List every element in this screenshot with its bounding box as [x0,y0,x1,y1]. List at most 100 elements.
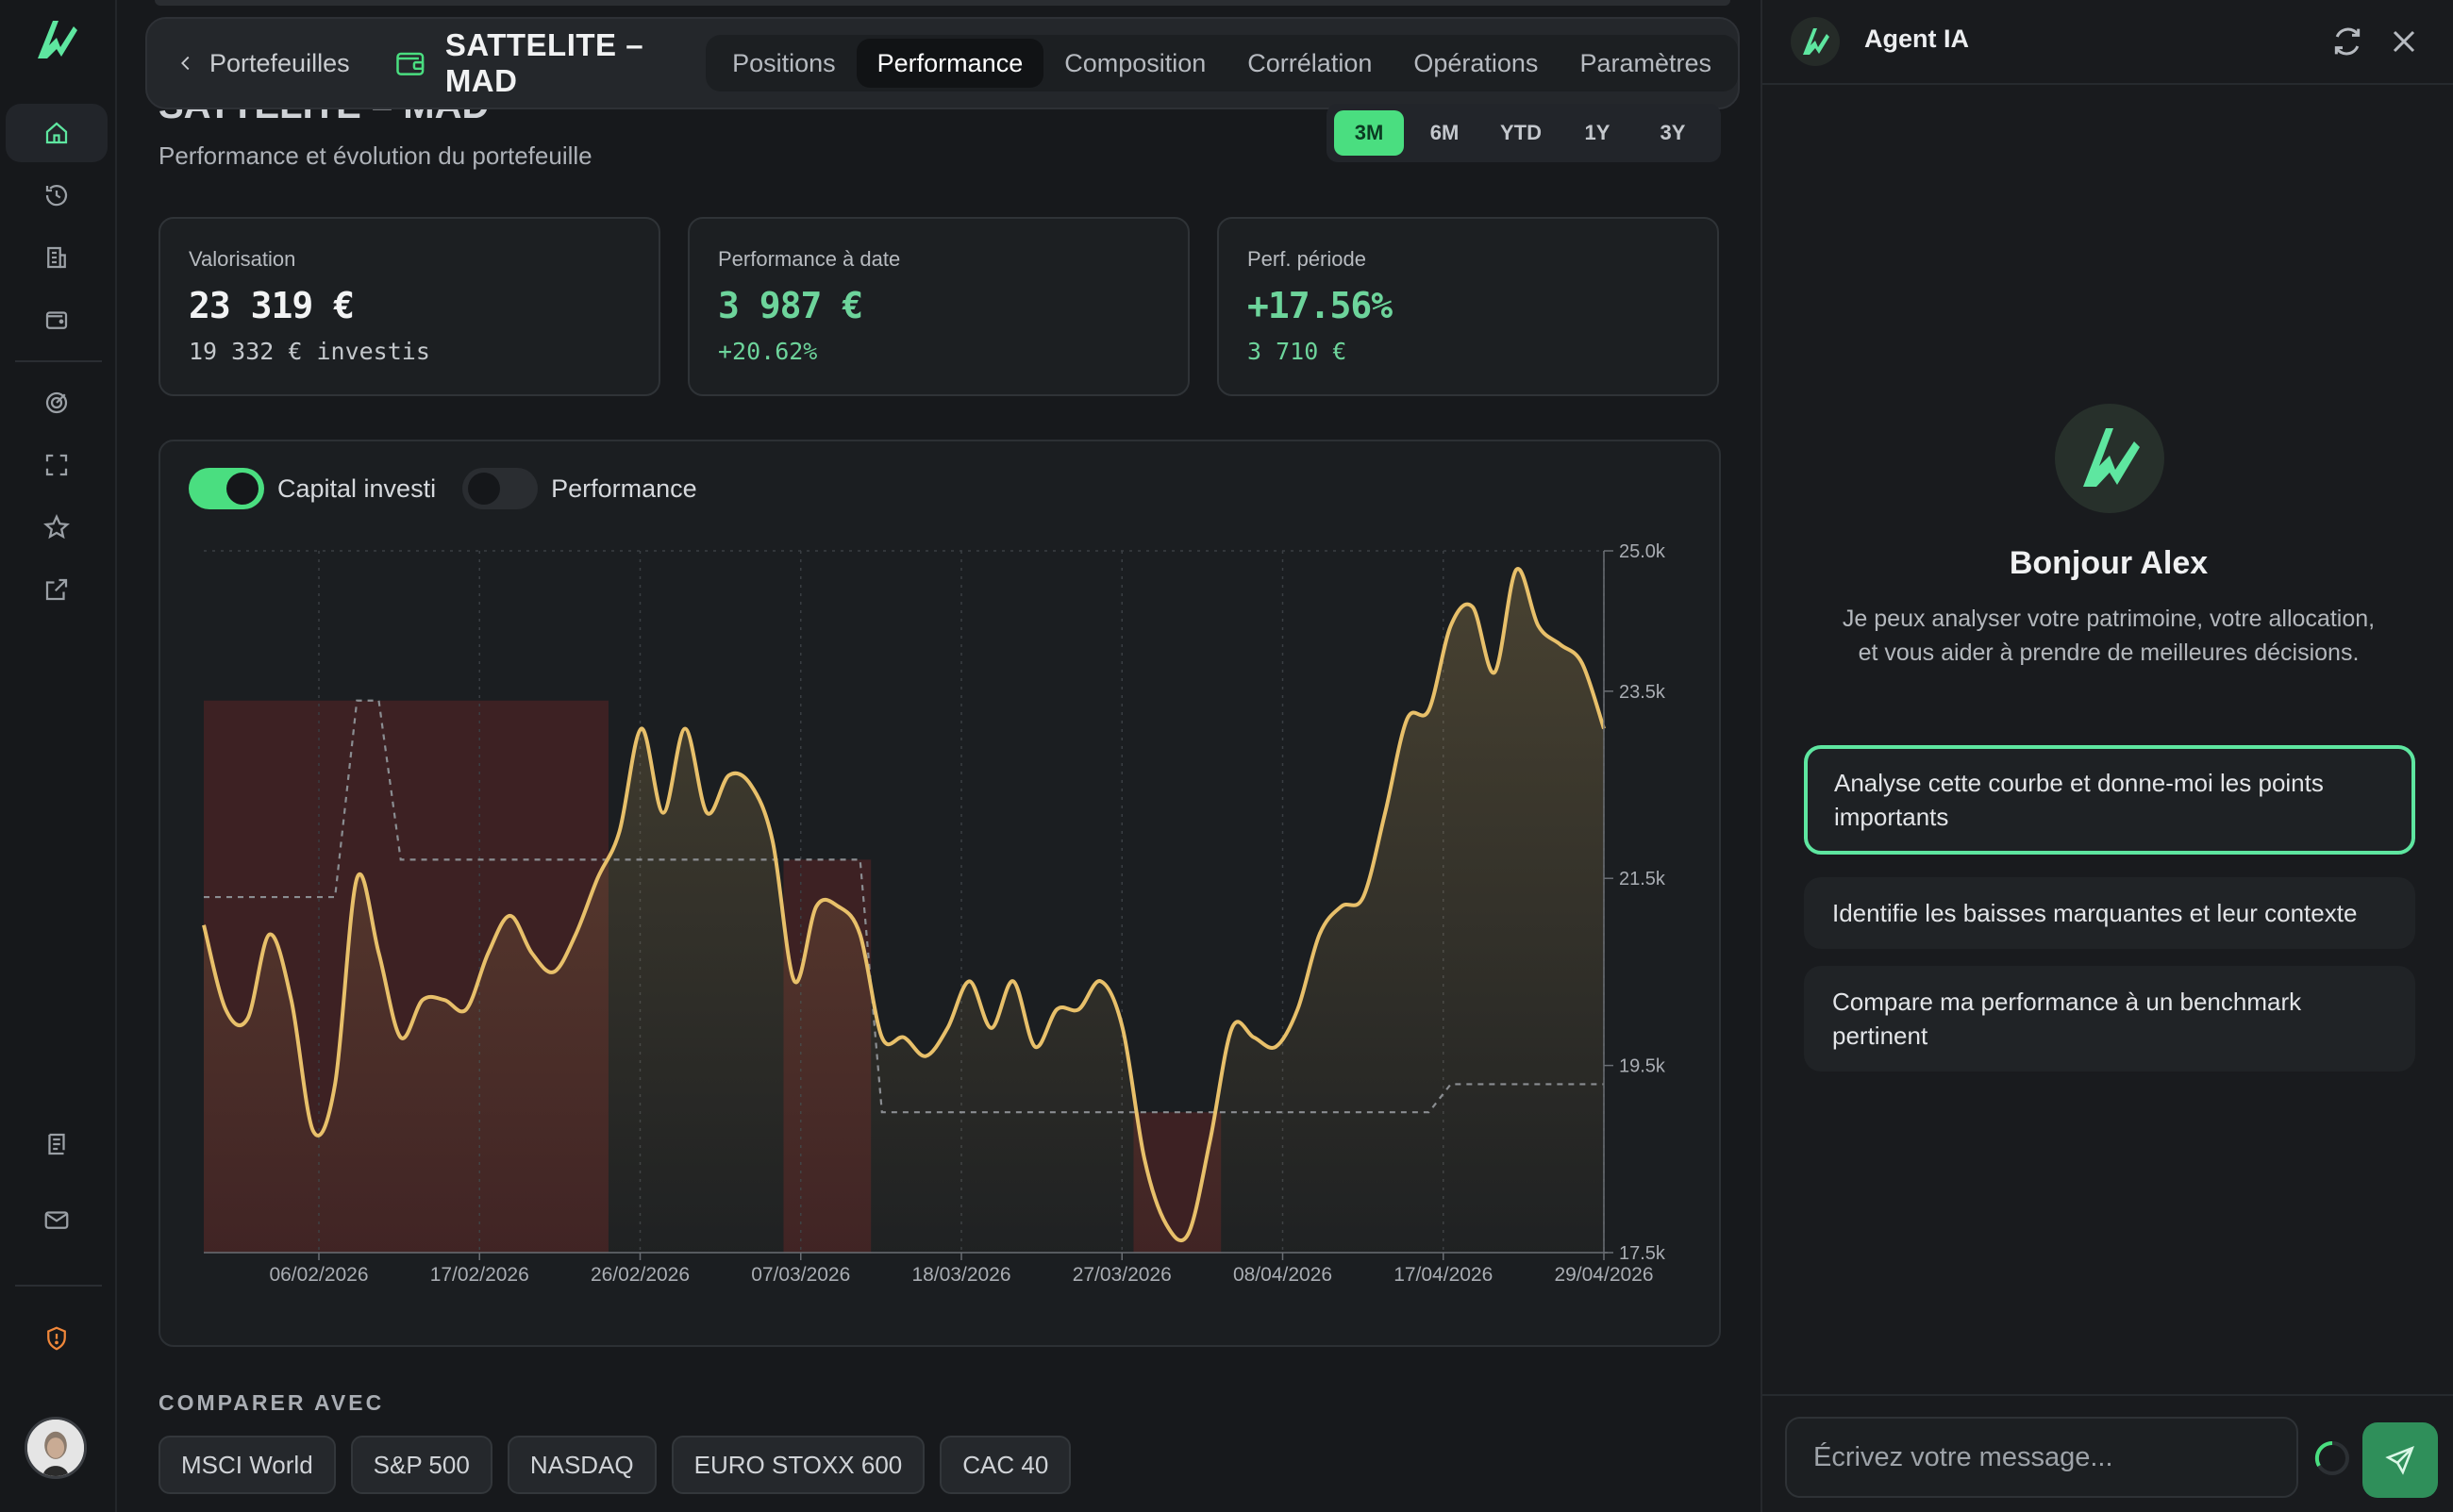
period-3y[interactable]: 3Y [1660,121,1686,144]
y-tick-label: 21.5k [1619,869,1666,889]
suggestion-compare-benchmark[interactable]: Compare ma performance à un benchmark pe… [1804,966,2415,1072]
y-tick-label: 17.5k [1619,1243,1666,1264]
capital-invested-label: Capital investi [277,474,437,503]
wallet-icon [45,311,68,329]
period-selector: 3M 6M YTD 1Y 3Y [1327,104,1721,162]
avatar[interactable] [25,1417,87,1479]
benchmark-chips: MSCI World S&P 500 NASDAQ EURO STOXX 600… [159,1436,1072,1494]
sidebar-item-mail[interactable] [6,1190,108,1249]
top-strip [155,0,1730,6]
x-tick-label: 07/03/2026 [751,1264,850,1286]
main-content: SATTELITE – MAD Performance et évolution… [117,0,1760,1512]
x-tick-label: 17/04/2026 [1393,1264,1493,1286]
back-to-portfolios-link[interactable]: Portefeuilles [175,49,350,78]
sidebar-item-goals[interactable] [6,374,108,432]
sidebar-item-buildings[interactable] [6,228,108,287]
agent-logo-icon [2083,428,2140,487]
x-tick-label: 27/03/2026 [1073,1264,1172,1286]
performance-chart-card: 25.0k 23.5k 21.5k 19.5k 17.5k 06/02/2026 17/02… [159,440,1721,1347]
mail-icon [44,1211,69,1229]
history-icon [45,185,68,207]
card-sub: 19 332 € investis [189,338,430,365]
tab-positions[interactable]: Positions [732,49,836,77]
compare-title: COMPARER AVEC [159,1390,385,1415]
external-link-icon [45,578,68,601]
agent-greeting: Bonjour Alex [2009,545,2209,581]
card-label: Valorisation [189,247,296,271]
sidebar-item-home[interactable] [6,104,108,162]
building-icon [47,246,66,269]
suggestion-identify-drops[interactable]: Identifie les baisses marquantes et leur… [1804,877,2415,949]
suggestion-analyze-curve[interactable]: Analyse cette courbe et donne-moi les po… [1804,745,2415,855]
portfolio-name: SATTELITE – MAD [444,27,644,98]
performance-area [204,568,1604,1253]
sidebar-item-wallet[interactable] [6,291,108,349]
capital-invested-line [204,699,1604,1114]
sidebar-divider [15,1285,102,1287]
tab-performance[interactable]: Performance [856,39,1044,88]
sidebar-item-history[interactable] [6,166,108,224]
card-value: 3 987 € [718,285,863,326]
agent-panel: Agent IA Bonjour Alex Je peux analyser v… [1760,0,2453,1512]
valuation-line [202,567,1606,1243]
period-1y[interactable]: 1Y [1584,121,1610,144]
x-tick-label: 18/03/2026 [911,1264,1010,1286]
agent-logo-icon [1803,28,1829,55]
loading-spinner-icon [2314,1440,2349,1475]
sidebar-divider [15,360,102,362]
sidebar-item-external[interactable] [6,560,108,619]
tab-settings[interactable]: Paramètres [1579,49,1711,77]
close-icon[interactable] [2385,23,2423,60]
tab-operations[interactable]: Opérations [1413,49,1539,77]
portfolio-tabs: Positions Performance Composition Corrél… [706,35,1738,91]
card-sub: 3 710 € [1247,338,1347,365]
star-icon [43,514,70,540]
target-icon [45,391,68,414]
card-value: +17.56% [1247,285,1393,326]
page-subtitle: Performance et évolution du portefeuille [159,141,592,170]
sidebar-item-scan[interactable] [6,436,108,494]
benchmark-chip[interactable]: MSCI World [159,1436,336,1494]
card-sub: +20.62% [718,338,818,365]
agent-intro: Je peux analyser votre patrimoine, votre… [1842,606,2376,666]
chart-toggles: Capital investi Performance [189,468,710,509]
performance-chart[interactable]: 25.0k 23.5k 21.5k 19.5k 17.5k 06/02/2026 17/02… [160,441,1723,1349]
valuation-card: Valorisation 23 319 € 19 332 € investis [159,217,660,396]
tab-composition[interactable]: Composition [1064,49,1207,77]
sidebar [0,0,117,1512]
message-input[interactable] [1785,1417,2298,1498]
agent-logo [2055,404,2164,513]
app-logo-icon[interactable] [30,13,83,66]
performance-label: Performance [551,474,697,503]
send-button[interactable] [2362,1422,2438,1498]
sidebar-item-security[interactable] [6,1309,108,1368]
benchmark-chip[interactable]: NASDAQ [507,1436,657,1494]
period-3m[interactable]: 3M [1334,110,1404,156]
refresh-icon[interactable] [2328,23,2366,60]
benchmark-chip[interactable]: EURO STOXX 600 [671,1436,926,1494]
benchmark-chip[interactable]: S&P 500 [350,1436,492,1494]
message-composer [1762,1394,2453,1512]
capital-invested-toggle[interactable] [189,468,264,509]
shield-alert-icon [47,1326,66,1351]
agent-title: Agent IA [1864,25,1969,53]
user-avatar-icon [27,1420,84,1476]
home-icon [45,122,68,144]
performance-toggle[interactable] [462,468,539,509]
sidebar-item-ledger[interactable] [6,1115,108,1173]
send-icon [2385,1446,2414,1475]
y-tick-label: 19.5k [1619,1056,1666,1077]
tab-correlation[interactable]: Corrélation [1247,49,1373,77]
x-tick-label: 08/04/2026 [1233,1264,1332,1286]
wallet-icon [395,52,424,75]
y-tick-label: 23.5k [1619,682,1666,703]
benchmark-chip[interactable]: CAC 40 [940,1436,1072,1494]
x-tick-label: 26/02/2026 [591,1264,690,1286]
period-6m[interactable]: 6M [1429,121,1460,144]
card-value: 23 319 € [189,285,355,326]
sidebar-item-favorites[interactable] [6,498,108,557]
chevron-left-icon [181,56,190,71]
card-label: Performance à date [718,247,901,271]
period-ytd[interactable]: YTD [1500,121,1542,144]
scan-icon [45,454,68,476]
